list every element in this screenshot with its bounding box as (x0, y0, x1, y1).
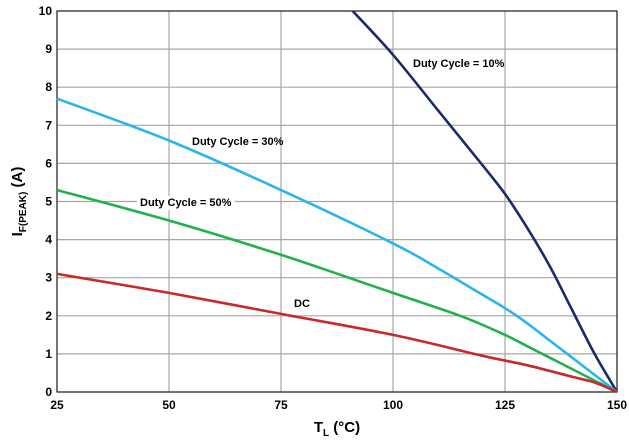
x-tick-label: 100 (383, 398, 403, 412)
y-axis-label: IF(PEAK) (A) (9, 167, 29, 237)
x-tick-label: 75 (274, 398, 288, 412)
y-tick-label: 5 (45, 195, 52, 209)
y-tick-labels: 0 1 2 3 4 5 6 7 8 9 10 (39, 4, 53, 399)
curve-duty-cycle-10 (351, 10, 619, 393)
label-duty-cycle-30: Duty Cycle = 30% (192, 136, 284, 148)
x-tick-label: 25 (50, 398, 64, 412)
y-tick-label: 7 (45, 118, 52, 132)
plot-area-frame (56, 10, 618, 393)
y-tick-label: 6 (45, 156, 52, 170)
x-tick-labels: 25 50 75 100 125 150 (50, 398, 627, 412)
label-background (137, 196, 235, 210)
y-tick-label: 1 (45, 347, 52, 361)
x-axis-label: TL (°C) (314, 419, 360, 439)
y-tick-label: 8 (45, 80, 52, 94)
x-tick-label: 50 (162, 398, 176, 412)
y-tick-label: 3 (45, 271, 52, 285)
label-duty-cycle-10: Duty Cycle = 10% (413, 58, 505, 70)
y-tick-label: 4 (45, 233, 52, 247)
y-tick-label: 0 (45, 385, 52, 399)
label-dc: DC (294, 298, 310, 310)
y-tick-label: 9 (45, 42, 52, 56)
curve-labels: Duty Cycle = 10% Duty Cycle = 30% Duty Cyc… (137, 58, 505, 310)
curve-dc (56, 272, 618, 394)
x-tick-label: 125 (495, 398, 515, 412)
y-tick-label: 2 (45, 309, 52, 323)
label-duty-cycle-50: Duty Cycle = 50% (140, 197, 232, 209)
y-tick-label: 10 (39, 4, 53, 18)
data-curves (56, 10, 619, 394)
x-tick-label: 150 (607, 398, 627, 412)
curve-duty-cycle-30 (56, 97, 618, 394)
curve-duty-cycle-50 (56, 188, 618, 394)
